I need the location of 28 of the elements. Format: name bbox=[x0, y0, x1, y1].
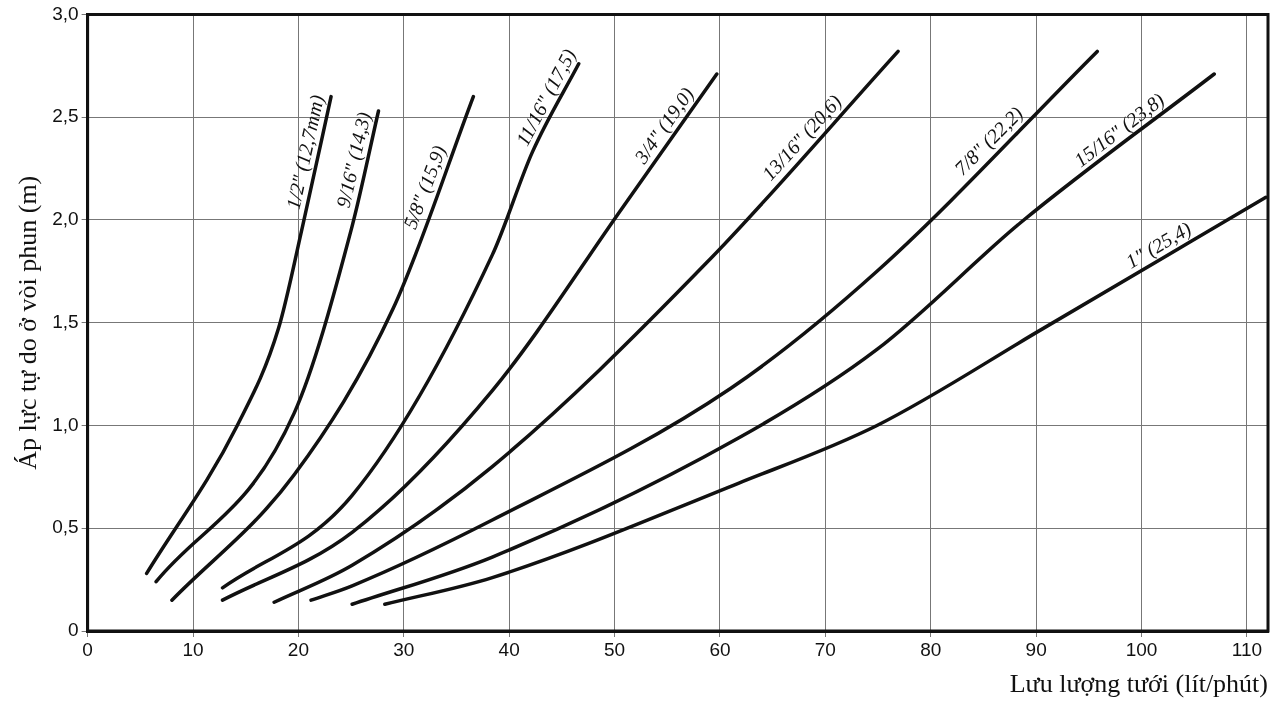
x-tick-label: 0 bbox=[82, 638, 93, 660]
y-axis-title: Áp lực tự do ở vòi phun (m) bbox=[13, 175, 43, 470]
line-series bbox=[170, 94, 476, 602]
text: 1/2" (12,7mm) bbox=[281, 92, 330, 212]
x-tick-label: 70 bbox=[814, 638, 836, 660]
x-tick-label: 40 bbox=[498, 638, 520, 660]
y-tick-label: 2,5 bbox=[52, 105, 79, 127]
x-tick-label: 20 bbox=[287, 638, 309, 660]
x-tick-label: 80 bbox=[920, 638, 942, 660]
x-tick-label: 110 bbox=[1231, 638, 1263, 660]
y-tick-label: 1,5 bbox=[52, 310, 79, 332]
text: 11/16" (17,5) bbox=[511, 44, 582, 150]
line-series bbox=[272, 49, 900, 604]
x-tick-label: 50 bbox=[604, 638, 626, 660]
y-tick-label: 0,5 bbox=[52, 516, 79, 538]
line-series bbox=[144, 94, 333, 576]
y-tick-label: 0 bbox=[68, 619, 79, 641]
x-axis-title: Lưu lượng tưới (lít/phút) bbox=[1009, 669, 1268, 699]
y-tick-label: 3,0 bbox=[52, 2, 79, 24]
x-tick-label: 100 bbox=[1125, 638, 1158, 660]
y-tick-label: 2,0 bbox=[52, 208, 79, 230]
x-tick-label: 60 bbox=[709, 638, 731, 660]
x-tick-label: 10 bbox=[182, 638, 204, 660]
x-tick-label: 30 bbox=[393, 638, 415, 660]
text: 5/8" (15,9) bbox=[398, 142, 452, 233]
x-tick-label: 90 bbox=[1025, 638, 1047, 660]
text: 9/16" (14,3) bbox=[331, 109, 376, 210]
y-tick-label: 1,0 bbox=[52, 413, 79, 435]
